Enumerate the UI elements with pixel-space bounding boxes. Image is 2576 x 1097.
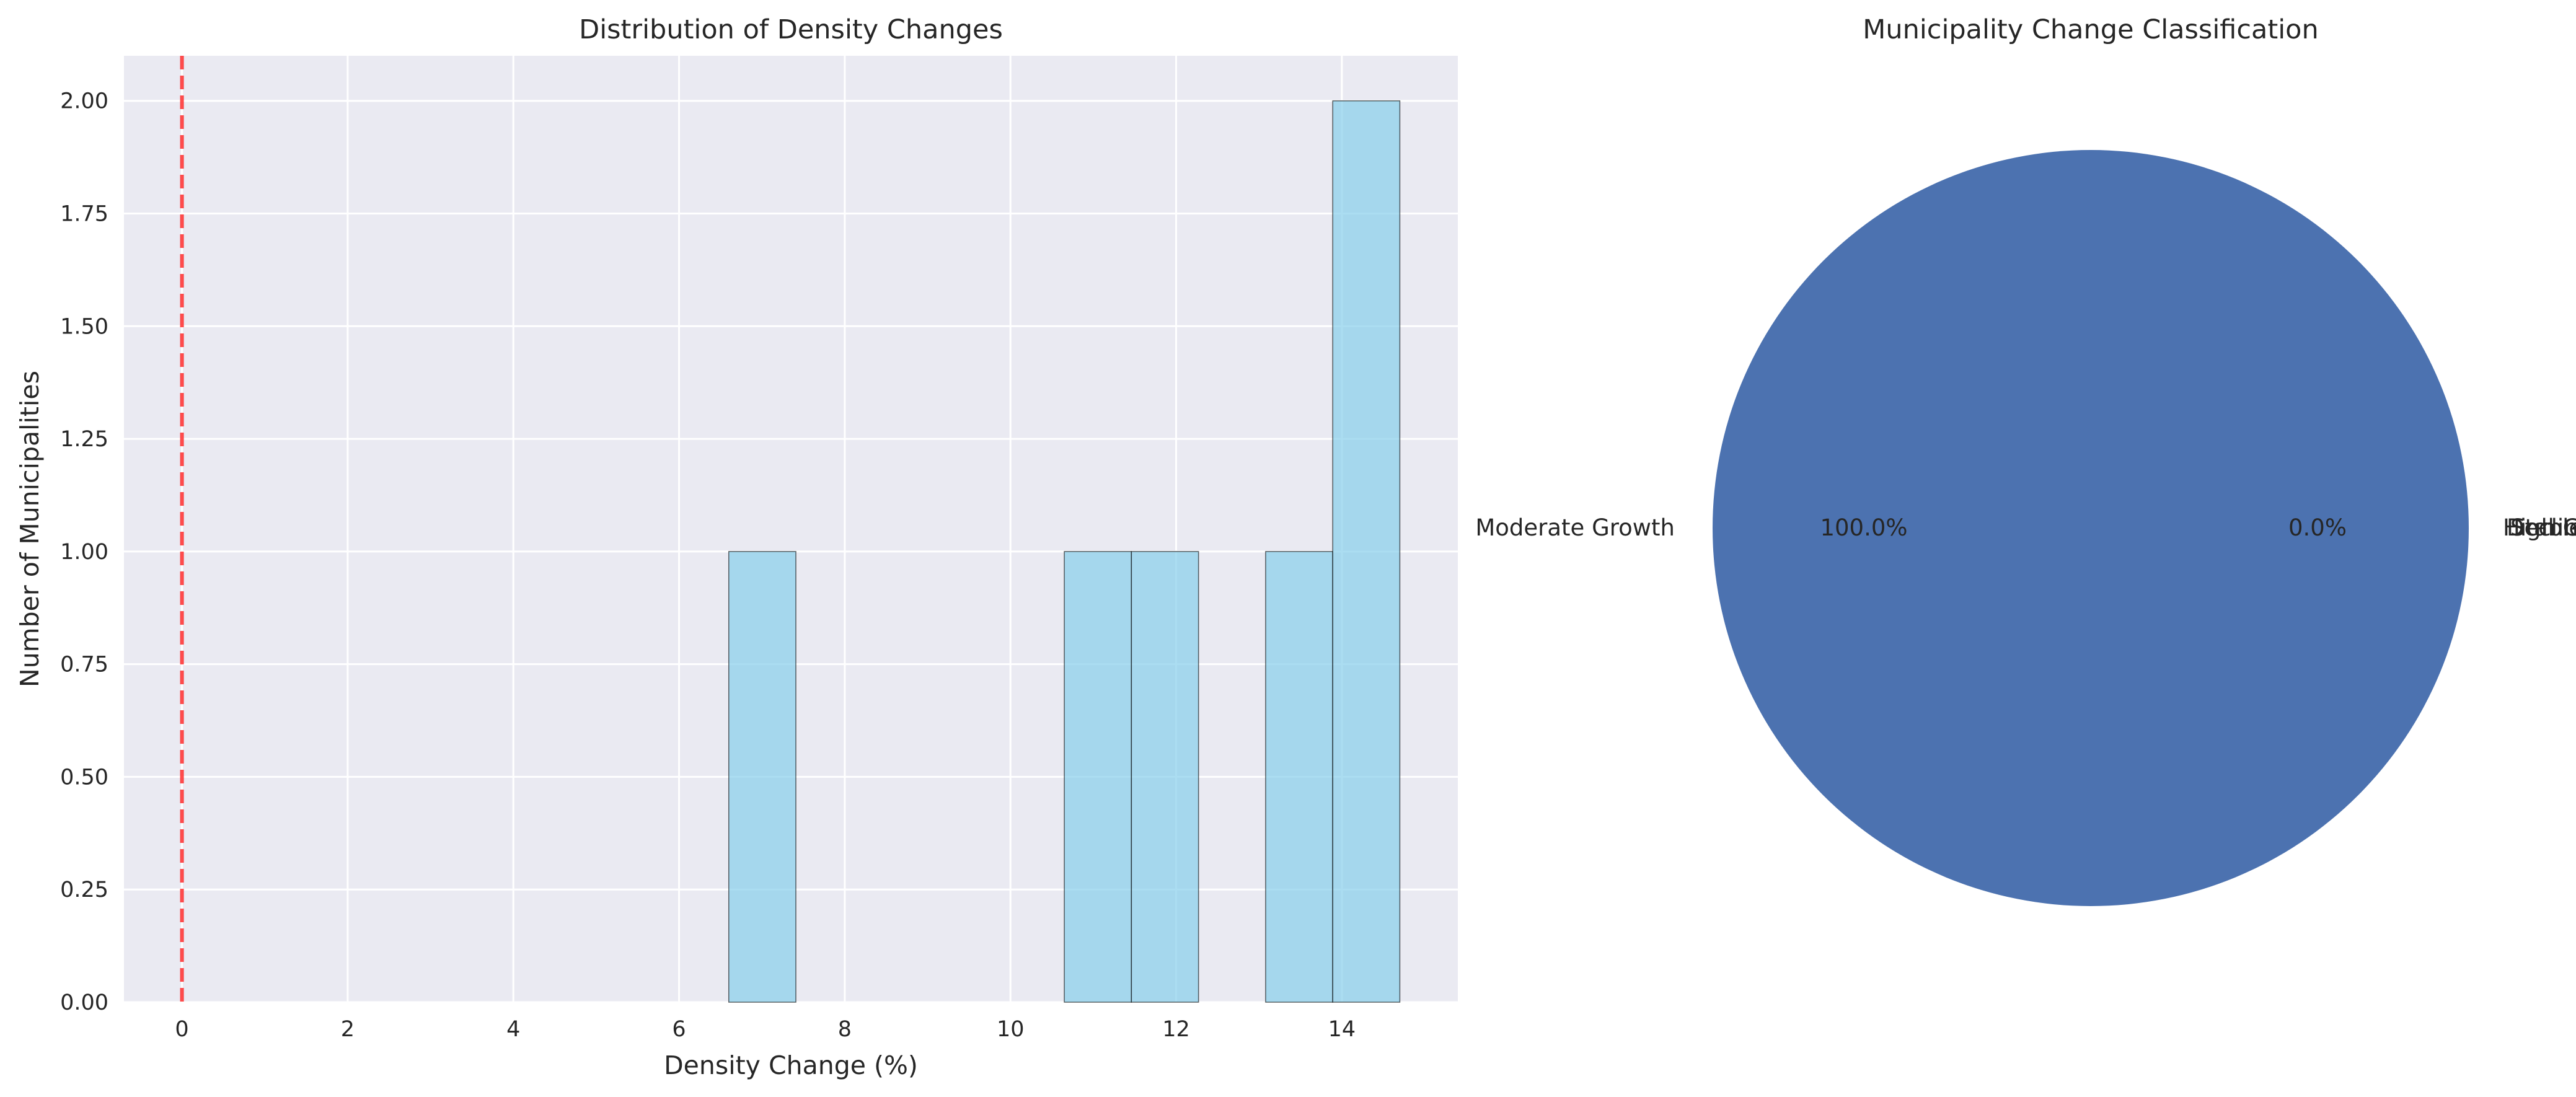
histogram-bar [1265,551,1333,1003]
histogram-bars [728,100,1401,1003]
y-tick-label: 1.50 [60,314,108,339]
x-tick-label: 10 [997,1017,1025,1042]
y-tick-label: 2.00 [60,89,108,114]
pie-slice-label: Decline [2507,514,2576,541]
pie-slice-label: High Growth [2503,514,2576,541]
y-tick-label: 0.00 [60,990,108,1015]
y-tick-label: 1.25 [60,427,108,452]
histogram-bar [1131,551,1199,1003]
pie-slice-label: Moderate Growth [1475,514,1675,541]
y-tick-label: 0.25 [60,878,108,902]
histogram-y-ticks: 0.00 0.25 0.50 0.75 1.00 1.25 1.50 1.75 2.00 [60,89,108,1015]
x-tick-label: 6 [672,1017,686,1042]
histogram-title: Distribution of Density Changes [579,14,1003,45]
histogram-x-axis-label: Density Change (%) [664,1051,918,1080]
y-tick-label: 0.75 [60,653,108,677]
pie-percent-label: 0.0% [2288,514,2347,541]
pie-panel: Municipality Change Classification High … [1475,14,2576,906]
histogram-bar [1064,551,1132,1003]
x-tick-label: 2 [341,1017,355,1042]
pie-labels: High Growth 0.0% DeclineStable Moderate Gro… [1475,514,2576,541]
pie-slice [1713,150,2469,906]
x-tick-label: 0 [175,1017,188,1042]
y-tick-label: 1.00 [60,540,108,565]
pie-slice-label: Stable [2510,514,2576,541]
histogram-panel: 0 2 4 6 8 10 12 14 0.00 0.25 0.50 0.75 1.00 1.25 1.50… [15,14,1458,1080]
histogram-bar [1332,100,1401,1003]
y-tick-label: 1.75 [60,202,108,227]
x-tick-label: 8 [838,1017,852,1042]
pie-title: Municipality Change Classification [1863,14,2318,45]
histogram-bar [728,551,796,1003]
pie-slices [1713,150,2469,906]
pie-percent-label: 100.0% [1820,514,1907,541]
x-tick-label: 14 [1328,1017,1356,1042]
x-tick-label: 12 [1162,1017,1190,1042]
y-tick-label: 0.50 [60,765,108,790]
histogram-y-axis-label: Number of Municipalities [15,371,45,687]
x-tick-label: 4 [506,1017,520,1042]
histogram-x-ticks: 0 2 4 6 8 10 12 14 [175,1017,1356,1042]
